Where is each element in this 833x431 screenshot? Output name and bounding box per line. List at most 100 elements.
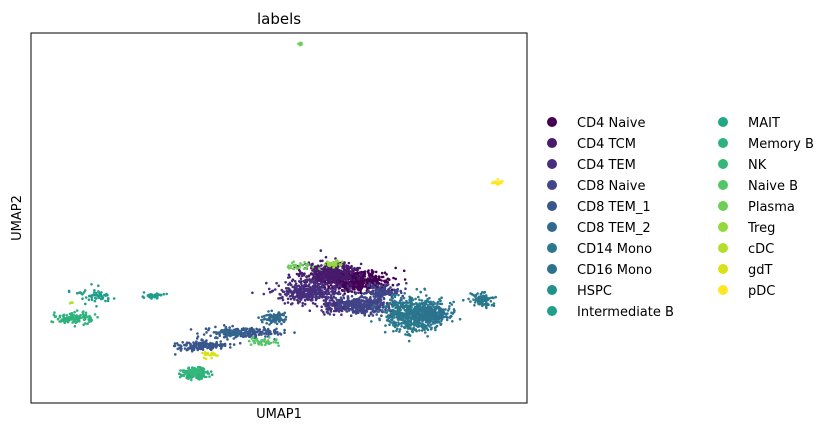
data-point [205, 331, 208, 334]
data-point [438, 297, 441, 301]
data-point [75, 314, 78, 317]
data-point [340, 271, 344, 274]
data-point [320, 282, 324, 285]
data-point [226, 333, 229, 336]
data-point [335, 282, 338, 286]
data-point [330, 266, 333, 270]
data-point [402, 321, 405, 325]
data-point [360, 294, 364, 298]
data-point [208, 345, 212, 349]
data-point [295, 265, 298, 269]
data-point [85, 315, 89, 319]
data-point [443, 315, 446, 319]
data-point [321, 272, 325, 276]
data-point [473, 304, 476, 307]
data-point [386, 301, 389, 305]
data-point [313, 282, 317, 286]
data-point [229, 329, 232, 332]
data-point [357, 280, 361, 283]
data-point [434, 311, 438, 315]
data-point [205, 339, 208, 342]
data-point [395, 329, 398, 333]
data-point [182, 369, 186, 372]
data-point [352, 278, 356, 282]
data-point [196, 366, 200, 369]
data-point [270, 320, 274, 323]
data-point [339, 304, 343, 308]
data-point [412, 314, 416, 318]
data-point [273, 332, 277, 335]
data-point [316, 272, 320, 276]
legend-marker [547, 117, 557, 127]
data-point [487, 297, 491, 300]
data-point [269, 332, 273, 336]
y-axis-label: UMAP2 [10, 195, 25, 241]
legend-item: HSPC [547, 284, 612, 299]
data-point [425, 318, 428, 322]
data-point [257, 316, 260, 319]
data-point [73, 325, 77, 328]
data-point [206, 372, 210, 375]
data-point [403, 292, 407, 295]
data-point [369, 312, 373, 315]
data-point [387, 315, 391, 319]
data-point [312, 275, 316, 279]
data-point [307, 283, 311, 286]
data-point [359, 262, 363, 266]
data-point [354, 285, 358, 289]
data-point [333, 271, 337, 275]
legend-label: Memory B [748, 137, 814, 152]
data-point [214, 331, 218, 334]
data-point [279, 293, 282, 296]
data-point [97, 295, 100, 299]
data-point [399, 296, 403, 300]
data-point [350, 294, 354, 298]
data-point [106, 299, 110, 303]
data-point [313, 278, 316, 281]
data-point [209, 334, 212, 338]
data-point [375, 302, 378, 306]
data-point [82, 318, 86, 322]
legend-item: pDC [718, 284, 775, 299]
data-point [492, 296, 495, 300]
data-point [445, 315, 448, 318]
data-point [333, 291, 337, 295]
data-point [267, 287, 271, 291]
data-point [228, 342, 232, 346]
data-point [307, 274, 311, 278]
data-point [361, 308, 365, 311]
data-point [328, 299, 332, 302]
data-point [420, 329, 424, 332]
data-point [299, 289, 303, 292]
data-point [426, 300, 430, 303]
data-point [280, 322, 283, 326]
legend-marker [718, 138, 728, 148]
data-point [70, 318, 73, 321]
data-point [165, 292, 168, 296]
data-point [428, 296, 431, 300]
data-point [429, 308, 433, 311]
data-point [370, 286, 374, 290]
data-point [418, 298, 421, 302]
data-point [426, 306, 429, 310]
data-point [159, 293, 163, 297]
data-point [224, 329, 227, 333]
legend-label: MAIT [748, 116, 780, 131]
data-point [278, 332, 282, 335]
data-point [301, 301, 305, 305]
data-point [362, 299, 366, 303]
data-point [350, 264, 353, 268]
data-point [478, 297, 481, 301]
data-point [406, 301, 410, 305]
data-point [294, 263, 298, 267]
data-point [316, 264, 320, 268]
data-point [366, 298, 369, 302]
data-point [324, 291, 328, 295]
data-point [99, 297, 103, 301]
data-point [399, 322, 403, 325]
data-point [202, 333, 206, 336]
data-point [480, 296, 483, 300]
data-point [265, 318, 269, 321]
data-point [366, 277, 369, 281]
data-point [179, 344, 182, 347]
